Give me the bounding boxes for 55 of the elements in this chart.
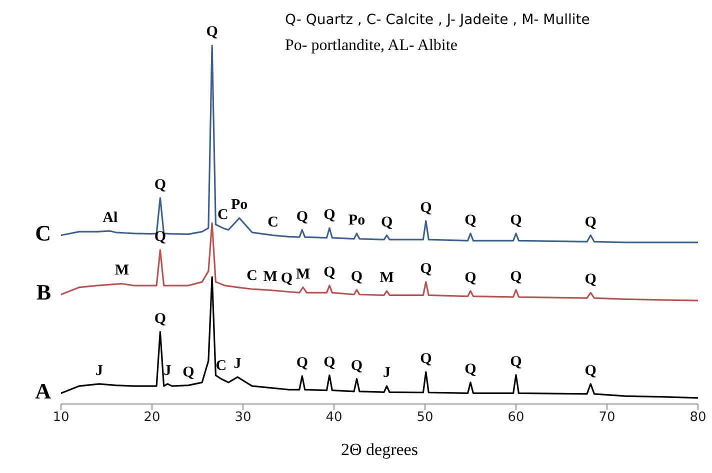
- annotation: M: [114, 262, 130, 279]
- annotation: J: [95, 362, 104, 379]
- annotation: Po: [348, 212, 366, 228]
- x-tick-label: 30: [234, 410, 252, 426]
- x-tick-label: 20: [144, 410, 160, 426]
- annotation: C: [268, 214, 278, 230]
- x-tick-label: 80: [690, 410, 706, 426]
- annotation: Q: [464, 270, 477, 286]
- annotation: Q: [380, 214, 393, 230]
- x-tick-label: 10: [52, 410, 70, 426]
- annotation: Q: [510, 268, 522, 285]
- annotation: Q: [154, 310, 166, 327]
- annotation: Q: [420, 260, 432, 277]
- series-label: A: [35, 378, 52, 404]
- annotation: J: [164, 362, 172, 379]
- annotation: Q: [296, 208, 308, 225]
- annotation: C: [246, 268, 258, 284]
- annotation: J: [383, 365, 392, 382]
- annotation: Q: [154, 228, 166, 245]
- annotation: Q: [206, 24, 218, 40]
- annotation: Q: [350, 358, 363, 374]
- annotation: C: [216, 358, 227, 374]
- annotation: Q: [324, 354, 336, 370]
- annotation: Q: [182, 364, 195, 380]
- text: Q- Quartz , C- Calcite , J- Jadeite , M- Mullite: [285, 11, 590, 30]
- x-tick-label: 40: [326, 410, 342, 426]
- annotation: J: [234, 356, 242, 372]
- annotation: Q: [510, 354, 522, 370]
- x-axis-title: 2Θ degrees: [341, 440, 418, 459]
- annotation: M: [263, 269, 278, 286]
- annotation: Al: [102, 210, 118, 226]
- annotation: Q: [420, 200, 432, 216]
- annotation: Q: [350, 268, 363, 285]
- annotation: Q: [324, 264, 336, 281]
- series-label: B: [36, 280, 52, 305]
- x-tick-label: 50: [416, 410, 434, 426]
- annotation: Q: [296, 355, 308, 371]
- annotation: M: [380, 270, 394, 286]
- annotation: Po: [231, 197, 248, 214]
- series-label: C: [35, 220, 51, 246]
- annotation: M: [296, 266, 310, 282]
- annotation: Q: [420, 351, 432, 368]
- x-tick-label: 60: [508, 410, 524, 426]
- annotation: Q: [154, 176, 166, 193]
- annotation: Po- portlandite, AL- Albite: [285, 36, 458, 56]
- annotation: Q: [584, 272, 597, 288]
- annotation: Q: [510, 212, 522, 228]
- annotation: Q: [464, 361, 477, 378]
- annotation: C: [218, 207, 228, 224]
- x-tick-label: 70: [598, 410, 616, 426]
- annotation: Q: [584, 362, 597, 379]
- annotation: Q: [584, 214, 597, 230]
- annotation: Q: [324, 207, 336, 224]
- annotation: Q: [464, 212, 477, 228]
- annotation: Q: [280, 270, 293, 287]
